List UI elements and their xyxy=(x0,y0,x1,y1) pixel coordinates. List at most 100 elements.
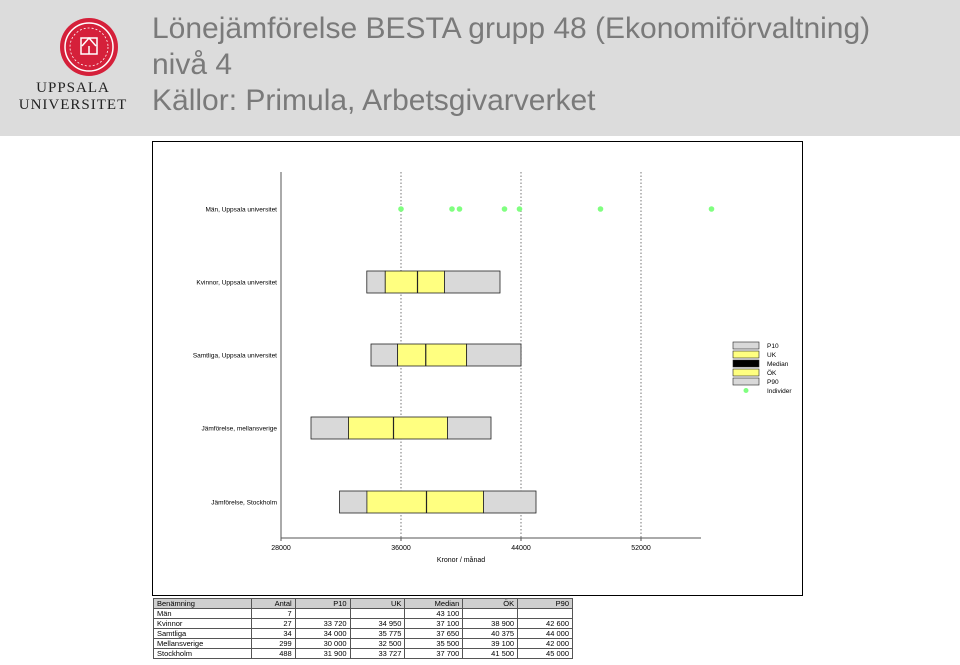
table-cell: 37 650 xyxy=(404,628,464,639)
individual-point xyxy=(449,206,455,212)
table-header-row: Benämning Antal P10 UK Median ÖK P90 xyxy=(153,598,573,609)
box-p10-segment xyxy=(339,490,368,514)
legend-label: Median xyxy=(767,361,789,368)
university-seal-icon xyxy=(60,18,118,76)
slide-title-level: nivå 4 xyxy=(152,48,233,81)
table-cell: 33 727 xyxy=(349,648,406,659)
category-label: Män, Uppsala universitet xyxy=(205,207,277,214)
column-header-p90: P90 xyxy=(517,598,573,609)
table-cell: 32 500 xyxy=(349,638,406,649)
table-cell: 34 000 xyxy=(294,628,351,639)
column-header-median: Median xyxy=(404,598,464,609)
table-cell: 30 000 xyxy=(294,638,351,649)
table-cell: 27 xyxy=(250,618,296,629)
legend-swatch xyxy=(732,368,760,377)
table-row: Samtliga 34 34 000 35 775 37 650 40 375 … xyxy=(153,628,573,639)
table-cell: 31 900 xyxy=(294,648,351,659)
box-p10-segment xyxy=(366,270,386,294)
table-cell: 39 100 xyxy=(462,638,519,649)
table-cell: 35 775 xyxy=(349,628,406,639)
box-p90-segment xyxy=(466,343,522,367)
table-cell: Män xyxy=(153,608,252,619)
category-label: Jämförelse, Stockholm xyxy=(211,500,277,507)
category-label: Jämförelse, mellansverige xyxy=(201,426,277,433)
column-header-p10: P10 xyxy=(294,598,351,609)
table-cell: 38 900 xyxy=(462,618,519,629)
individual-point xyxy=(708,206,715,212)
box-p10-segment xyxy=(310,416,349,440)
table-cell: Stockholm xyxy=(153,648,252,659)
column-header-ok: ÖK xyxy=(462,598,519,609)
legend-label: P90 xyxy=(767,379,779,386)
box-p90-segment xyxy=(447,416,492,440)
table-cell: 37 100 xyxy=(404,618,464,629)
table-cell xyxy=(349,608,406,619)
table-cell: 42 600 xyxy=(517,618,573,629)
legend-swatch xyxy=(732,350,760,359)
legend-swatch xyxy=(732,377,760,386)
box-uk-ok-segment xyxy=(397,343,468,367)
legend-label: UK xyxy=(767,352,777,359)
x-tick-label: 44000 xyxy=(511,545,531,552)
legend-swatch xyxy=(732,359,760,368)
box-p90-segment xyxy=(444,270,501,294)
individual-point xyxy=(516,206,523,212)
column-header-uk: UK xyxy=(349,598,406,609)
table-cell: 42 000 xyxy=(517,638,573,649)
x-axis-label: Kronor / månad xyxy=(437,556,485,564)
box-uk-ok-segment xyxy=(366,490,484,514)
table-cell xyxy=(294,608,351,619)
x-tick-label: 28000 xyxy=(271,545,291,552)
individual-point xyxy=(456,206,463,212)
salary-data-table: Benämning Antal P10 UK Median ÖK P90 Män… xyxy=(153,598,573,659)
table-cell: 33 720 xyxy=(294,618,351,629)
salary-boxplot-chart: 28000 36000 44000 52000 Kronor / månad Män, U… xyxy=(152,141,803,596)
logo-text-universitet: UNIVERSITET xyxy=(18,97,128,113)
box-uk-ok-segment xyxy=(384,270,445,294)
table-cell: 41 500 xyxy=(462,648,519,659)
table-cell: 40 375 xyxy=(462,628,519,639)
table-cell: 45 000 xyxy=(517,648,573,659)
table-cell xyxy=(517,608,573,619)
legend-swatch-dot xyxy=(743,388,749,393)
table-cell: 44 000 xyxy=(517,628,573,639)
table-row: Kvinnor 27 33 720 34 950 37 100 38 900 4… xyxy=(153,618,573,629)
table-row: Mellansverige 299 30 000 32 500 35 500 3… xyxy=(153,638,573,649)
legend-label: P10 xyxy=(767,343,779,350)
individual-point xyxy=(597,206,604,212)
table-cell: 488 xyxy=(250,648,296,659)
slide-title: Lönejämförelse BESTA grupp 48 (Ekonomifö… xyxy=(152,12,871,45)
x-tick-label: 52000 xyxy=(631,545,651,552)
table-cell: 34 950 xyxy=(349,618,406,629)
table-row: Stockholm 488 31 900 33 727 37 700 41 50… xyxy=(153,648,573,659)
x-tick-label: 36000 xyxy=(391,545,411,552)
column-header-benamning: Benämning xyxy=(153,598,252,609)
table-cell: Samtliga xyxy=(153,628,252,639)
box-uk-ok-segment xyxy=(348,416,448,440)
legend-label: Individer xyxy=(767,388,792,395)
logo-text-uppsala: UPPSALA xyxy=(36,80,110,96)
table-cell xyxy=(462,608,519,619)
legend-swatch xyxy=(732,341,760,350)
slide-header: UPPSALA UNIVERSITET Lönejämförelse BESTA… xyxy=(0,0,960,136)
table-cell: 34 xyxy=(250,628,296,639)
individual-point xyxy=(501,206,508,212)
category-label: Kvinnor, Uppsala universitet xyxy=(196,280,277,287)
table-cell: 35 500 xyxy=(404,638,464,649)
box-p90-segment xyxy=(483,490,537,514)
column-header-antal: Antal xyxy=(250,598,296,609)
individual-point xyxy=(398,206,404,212)
table-cell: 37 700 xyxy=(404,648,464,659)
chart-canvas: 28000 36000 44000 52000 Kronor / månad Män, U… xyxy=(193,172,792,564)
category-label: Samtliga, Uppsala universitet xyxy=(193,353,277,360)
table-row: Män 7 43 100 xyxy=(153,608,573,619)
table-cell: Mellansverige xyxy=(153,638,252,649)
slide-title-sources: Källor: Primula, Arbetsgivarverket xyxy=(152,84,596,117)
legend-label: ÖK xyxy=(767,369,777,377)
table-cell: 299 xyxy=(250,638,296,649)
table-cell: 43 100 xyxy=(404,608,464,619)
box-p10-segment xyxy=(370,343,399,367)
table-cell: Kvinnor xyxy=(153,618,252,629)
table-cell: 7 xyxy=(250,608,296,619)
uppsala-university-logo: UPPSALA UNIVERSITET xyxy=(18,16,128,120)
